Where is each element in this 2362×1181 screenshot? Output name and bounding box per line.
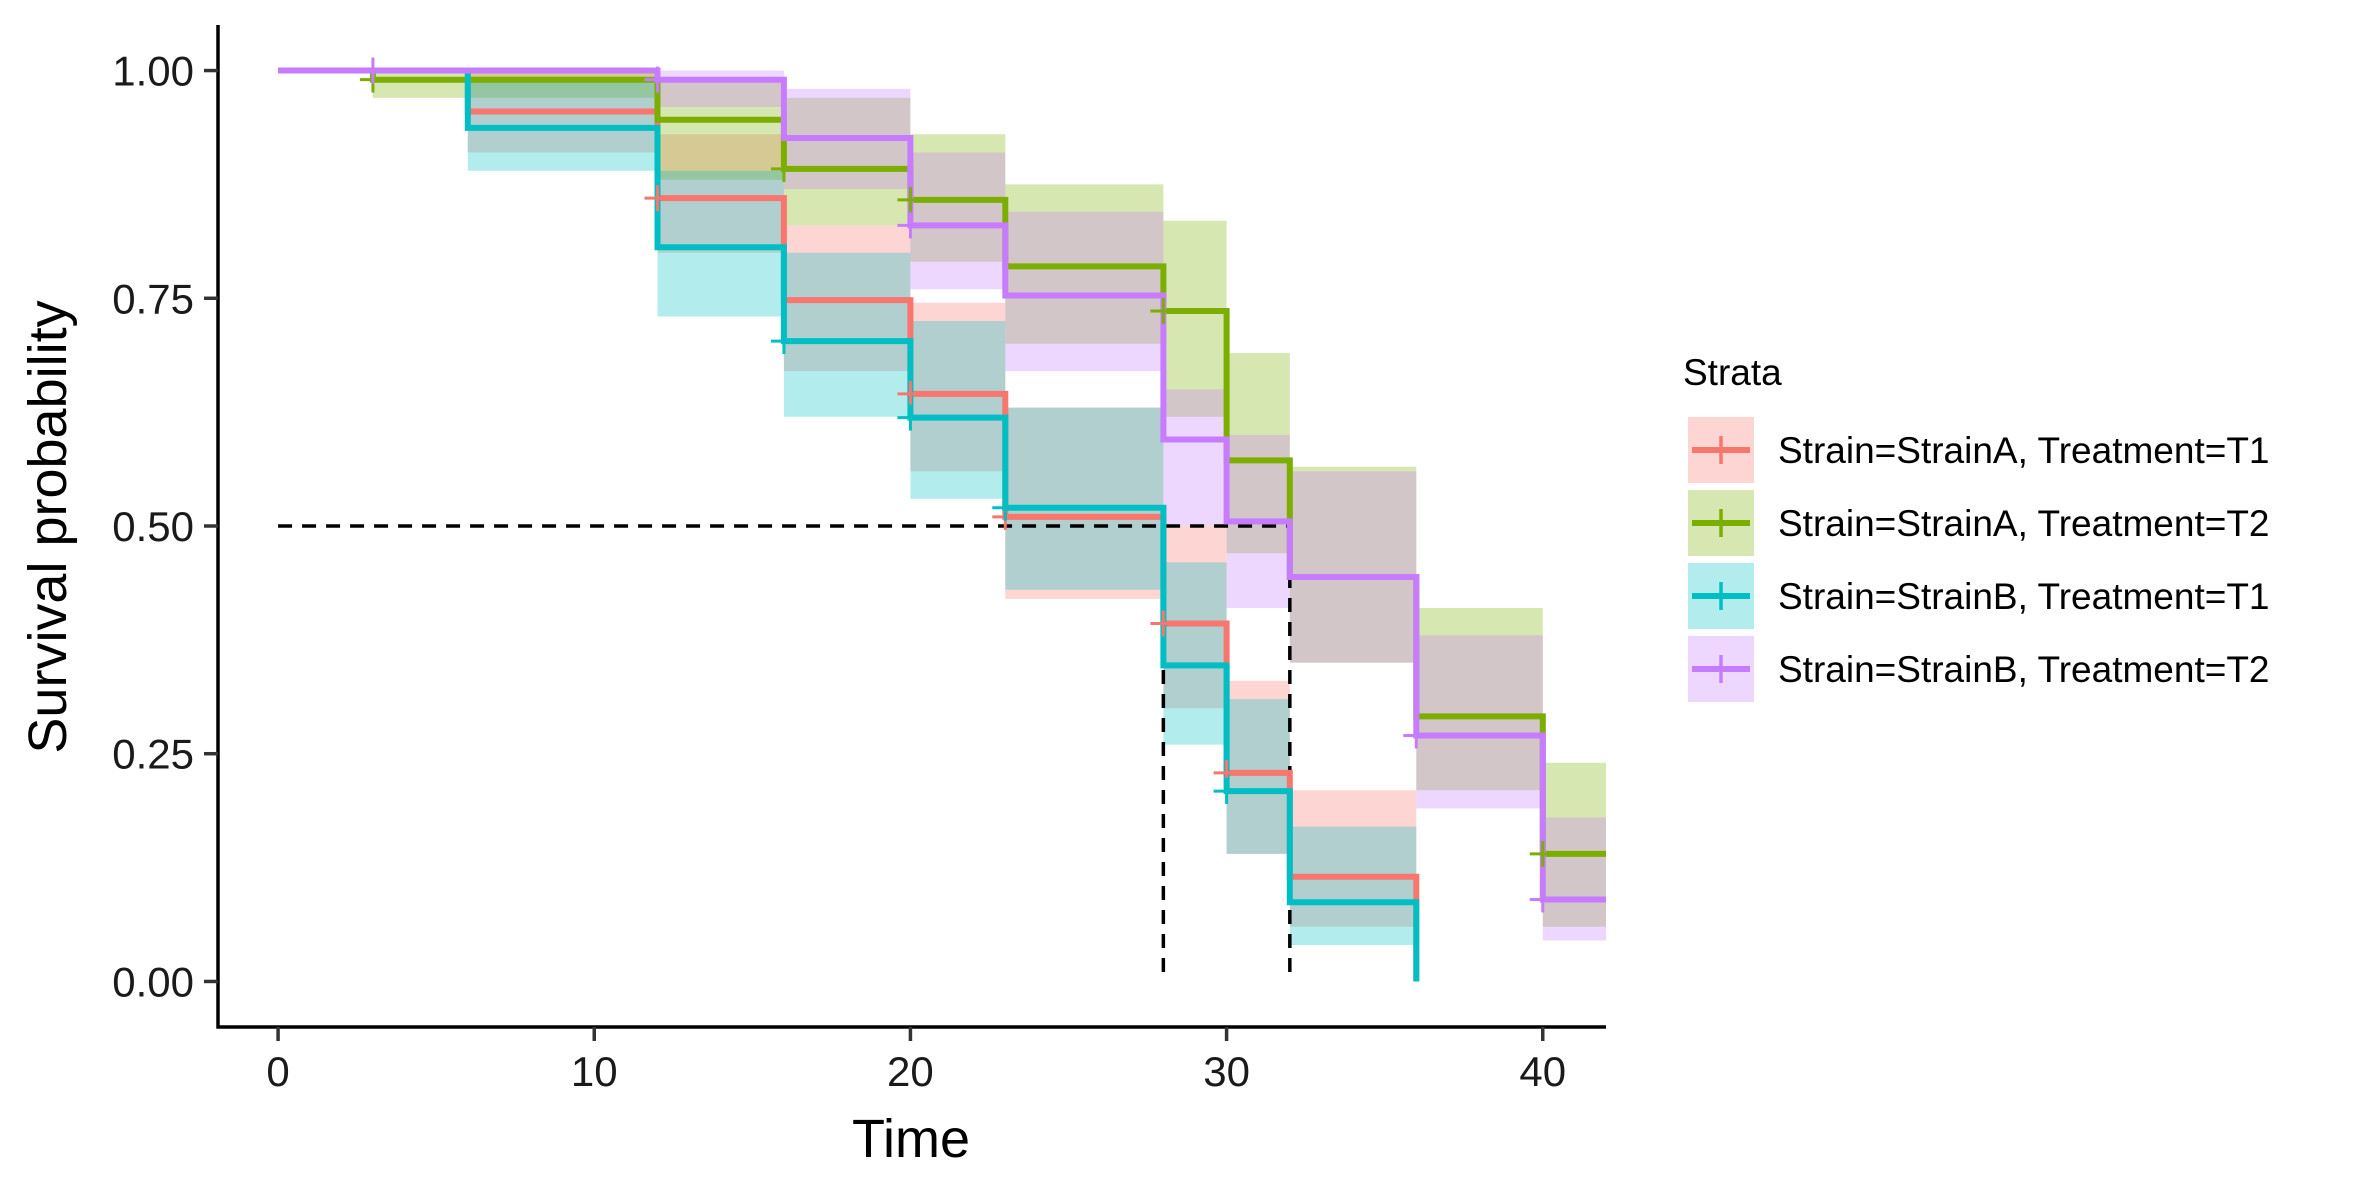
y-axis-ticks: 0.00 0.25 0.50 0.75 1.00 [112,48,218,1005]
legend-label: Strain=StrainB, Treatment=T2 [1778,649,2270,690]
censor-mark-series-2 [897,186,924,213]
y-axis-title: Survival probability [18,300,78,753]
x-tick-label: 30 [1203,1048,1250,1095]
y-tick-label: 0.50 [112,503,194,550]
censor-mark-series-2 [1150,298,1177,325]
censor-mark-series-1 [644,185,671,212]
censor-mark-series-4 [897,212,924,239]
confidence-band-series-3 [278,70,1417,945]
survival-curve-series-4 [278,67,1606,903]
legend-title: Strata [1683,352,1782,393]
survival-curve-series-3 [278,67,1420,982]
censor-mark-series-4 [1529,886,1556,913]
legend-item-series-2: Strain=StrainA, Treatment=T2 [1688,490,2270,556]
censor-mark-series-4 [359,57,386,84]
legend-item-series-3: Strain=StrainB, Treatment=T1 [1688,563,2270,629]
confidence-band-series-1 [278,70,1417,945]
survival-curves [278,67,1606,982]
x-axis-ticks: 0 10 20 30 40 [266,1027,1566,1095]
censor-mark-series-2 [770,155,797,182]
censor-mark-series-2 [1529,840,1556,867]
x-tick-label: 40 [1519,1048,1566,1095]
censor-marks [359,57,1556,913]
censor-mark-series-4 [1403,722,1430,749]
y-tick-label: 1.00 [112,48,194,95]
x-axis-title: Time [852,1109,970,1169]
y-tick-label: 0.25 [112,731,194,778]
y-tick-label: 0.75 [112,275,194,322]
x-tick-label: 0 [266,1048,289,1095]
censor-mark-series-3 [897,404,924,431]
legend-item-series-1: Strain=StrainA, Treatment=T1 [1688,417,2270,483]
legend-label: Strain=StrainA, Treatment=T1 [1778,430,2270,471]
censor-mark-series-1 [1150,610,1177,637]
legend: Strata Strain=StrainA, Treatment=T1 Strai… [1683,352,2270,702]
censor-mark-series-1 [897,380,924,407]
confidence-bands [278,70,1607,945]
x-tick-label: 10 [571,1048,618,1095]
legend-item-series-4: Strain=StrainB, Treatment=T2 [1688,636,2270,702]
censor-mark-series-3 [1213,778,1240,805]
censor-mark-series-4 [644,66,671,93]
censor-mark-series-3 [770,328,797,355]
censor-mark-series-3 [992,494,1019,521]
confidence-band-series-4 [278,70,1607,941]
legend-label: Strain=StrainA, Treatment=T2 [1778,503,2270,544]
legend-label: Strain=StrainB, Treatment=T1 [1778,576,2270,617]
x-tick-label: 20 [887,1048,934,1095]
confidence-band-series-2 [278,70,1607,927]
y-tick-label: 0.00 [112,958,194,1005]
